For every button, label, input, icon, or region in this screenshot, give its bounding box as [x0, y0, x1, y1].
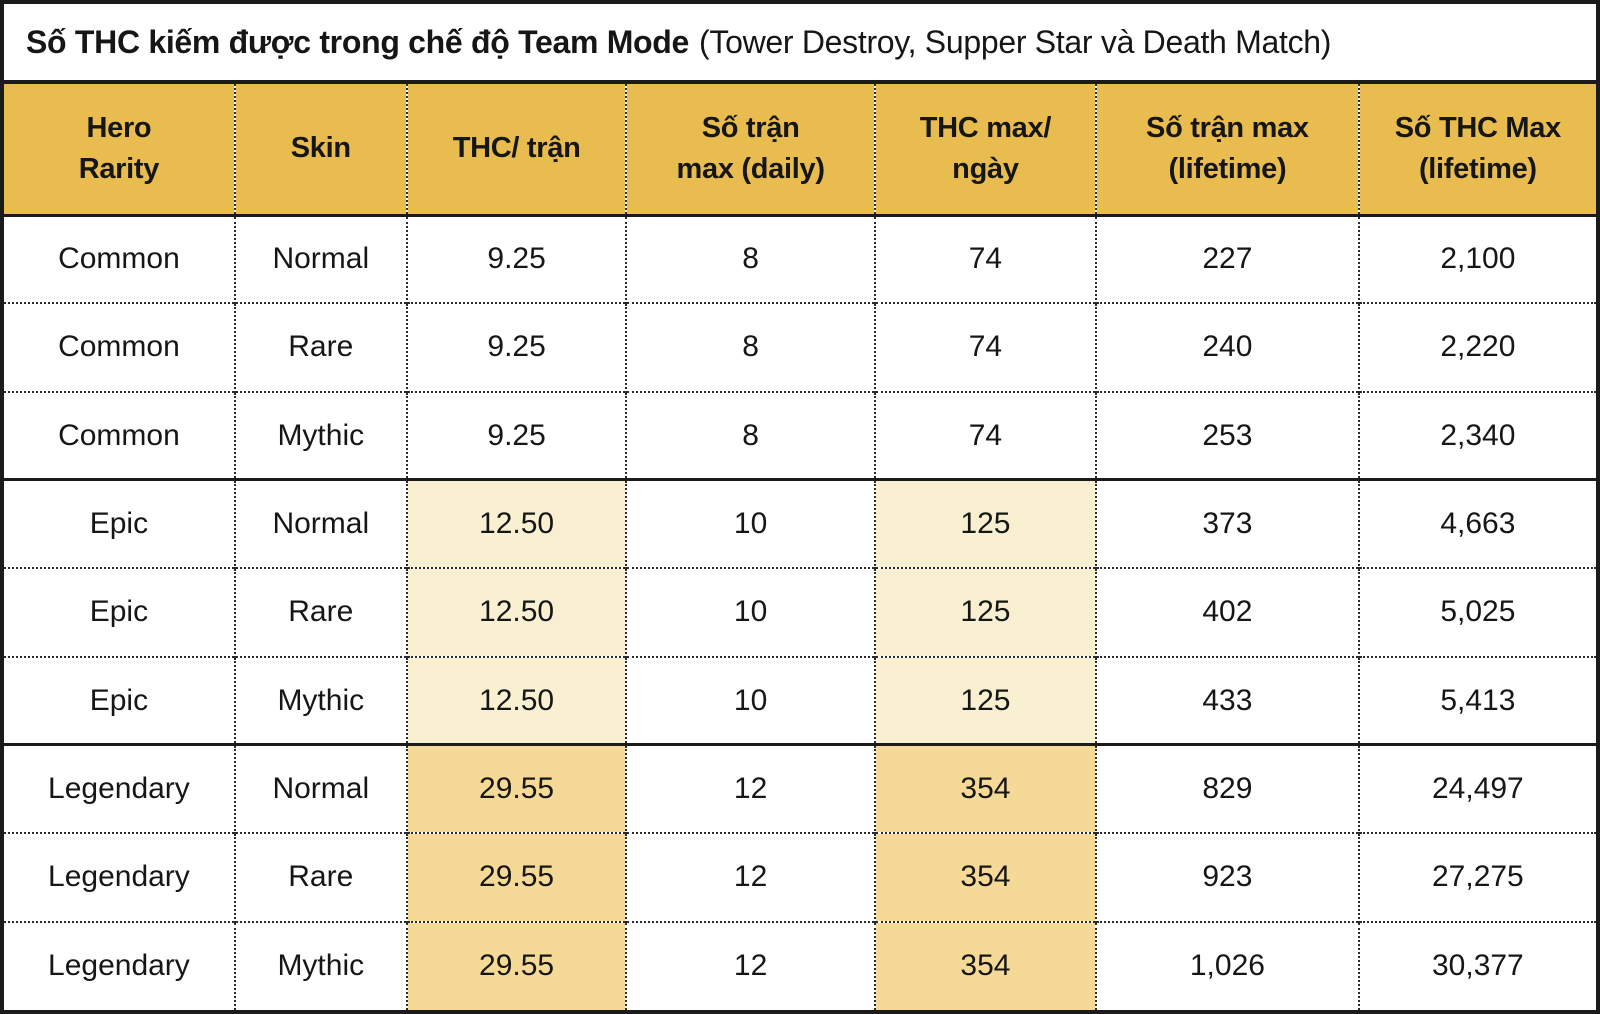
- cell-thc-max-daily: 74: [873, 215, 1097, 304]
- cell-skin: Mythic: [233, 655, 407, 745]
- cell-matches-max-daily: 12: [625, 743, 875, 834]
- cell-thc-per-match: 29.55: [405, 743, 627, 834]
- table-header: Hero Rarity Skin THC/ trận Số trận max (da…: [4, 84, 1596, 217]
- cell-matches-max-daily: 10: [625, 655, 875, 745]
- cell-thc-max-lifetime: 30,377: [1357, 920, 1596, 1010]
- table-row: Epic Normal 12.50 10 125 373 4,663: [4, 478, 1596, 569]
- cell-skin: Mythic: [233, 390, 407, 480]
- cell-thc-per-match: 12.50: [405, 478, 627, 569]
- cell-skin: Rare: [233, 302, 407, 392]
- cell-thc-max-lifetime: 2,100: [1357, 215, 1596, 304]
- table-row: Legendary Normal 29.55 12 354 829 24,497: [4, 743, 1596, 834]
- cell-matches-max-daily: 10: [625, 567, 875, 657]
- cell-hero-rarity: Epic: [4, 655, 235, 745]
- cell-skin: Normal: [233, 743, 407, 834]
- cell-thc-max-lifetime: 4,663: [1357, 478, 1596, 569]
- cell-matches-max-lifetime: 373: [1095, 478, 1359, 569]
- cell-matches-max-daily: 8: [625, 215, 875, 304]
- data-table: Hero Rarity Skin THC/ trận Số trận max (da…: [4, 84, 1596, 1010]
- cell-hero-rarity: Common: [4, 215, 235, 304]
- cell-thc-per-match: 9.25: [405, 390, 627, 480]
- cell-matches-max-lifetime: 402: [1095, 567, 1359, 657]
- cell-thc-max-lifetime: 24,497: [1357, 743, 1596, 834]
- table-title-sub: (Tower Destroy, Supper Star và Death Mat…: [699, 23, 1332, 60]
- cell-thc-max-daily: 74: [873, 302, 1097, 392]
- column-header-thc-per-match: THC/ trận: [405, 84, 627, 217]
- cell-hero-rarity: Common: [4, 390, 235, 480]
- cell-hero-rarity: Epic: [4, 567, 235, 657]
- cell-matches-max-lifetime: 253: [1095, 390, 1359, 480]
- cell-matches-max-daily: 8: [625, 302, 875, 392]
- table-title: Số THC kiếm được trong chế độ Team Mode …: [4, 4, 1596, 84]
- cell-skin: Mythic: [233, 920, 407, 1010]
- table-row: Common Rare 9.25 8 74 240 2,220: [4, 302, 1596, 392]
- header-row: Hero Rarity Skin THC/ trận Số trận max (da…: [4, 84, 1596, 217]
- cell-matches-max-lifetime: 433: [1095, 655, 1359, 745]
- cell-thc-max-daily: 125: [873, 655, 1097, 745]
- column-header-thc-max-lifetime: Số THC Max (lifetime): [1357, 84, 1596, 217]
- cell-thc-max-lifetime: 27,275: [1357, 832, 1596, 922]
- cell-matches-max-daily: 12: [625, 920, 875, 1010]
- cell-hero-rarity: Legendary: [4, 920, 235, 1010]
- cell-thc-per-match: 9.25: [405, 302, 627, 392]
- cell-matches-max-lifetime: 923: [1095, 832, 1359, 922]
- cell-thc-max-daily: 354: [873, 832, 1097, 922]
- cell-thc-per-match: 12.50: [405, 567, 627, 657]
- table-row: Epic Mythic 12.50 10 125 433 5,413: [4, 655, 1596, 745]
- cell-skin: Rare: [233, 832, 407, 922]
- table-body: Common Normal 9.25 8 74 227 2,100 Common…: [4, 215, 1596, 1010]
- cell-thc-max-daily: 125: [873, 478, 1097, 569]
- cell-matches-max-lifetime: 240: [1095, 302, 1359, 392]
- column-header-thc-max-daily: THC max/ngày: [873, 84, 1097, 217]
- column-header-matches-max-lifetime: Số trận max (lifetime): [1095, 84, 1359, 217]
- cell-thc-max-lifetime: 5,025: [1357, 567, 1596, 657]
- cell-hero-rarity: Epic: [4, 478, 235, 569]
- cell-thc-max-lifetime: 5,413: [1357, 655, 1596, 745]
- cell-hero-rarity: Legendary: [4, 832, 235, 922]
- table-row: Common Mythic 9.25 8 74 253 2,340: [4, 390, 1596, 480]
- cell-thc-per-match: 29.55: [405, 832, 627, 922]
- cell-thc-per-match: 12.50: [405, 655, 627, 745]
- column-header-matches-max-daily: Số trận max (daily): [625, 84, 875, 217]
- cell-skin: Rare: [233, 567, 407, 657]
- cell-thc-max-daily: 125: [873, 567, 1097, 657]
- cell-hero-rarity: Common: [4, 302, 235, 392]
- table-row: Common Normal 9.25 8 74 227 2,100: [4, 215, 1596, 304]
- cell-thc-max-lifetime: 2,220: [1357, 302, 1596, 392]
- cell-matches-max-lifetime: 1,026: [1095, 920, 1359, 1010]
- table-title-main: Số THC kiếm được trong chế độ Team Mode: [26, 23, 690, 60]
- table-row: Legendary Rare 29.55 12 354 923 27,275: [4, 832, 1596, 922]
- cell-thc-max-lifetime: 2,340: [1357, 390, 1596, 480]
- table-row: Epic Rare 12.50 10 125 402 5,025: [4, 567, 1596, 657]
- table-row: Legendary Mythic 29.55 12 354 1,026 30,3…: [4, 920, 1596, 1010]
- cell-thc-max-daily: 74: [873, 390, 1097, 480]
- column-header-skin: Skin: [233, 84, 407, 217]
- cell-thc-max-daily: 354: [873, 920, 1097, 1010]
- cell-matches-max-daily: 10: [625, 478, 875, 569]
- cell-matches-max-daily: 8: [625, 390, 875, 480]
- column-header-hero-rarity: Hero Rarity: [4, 84, 235, 217]
- cell-matches-max-lifetime: 227: [1095, 215, 1359, 304]
- cell-matches-max-lifetime: 829: [1095, 743, 1359, 834]
- cell-skin: Normal: [233, 478, 407, 569]
- cell-skin: Normal: [233, 215, 407, 304]
- cell-hero-rarity: Legendary: [4, 743, 235, 834]
- cell-thc-max-daily: 354: [873, 743, 1097, 834]
- cell-thc-per-match: 9.25: [405, 215, 627, 304]
- cell-thc-per-match: 29.55: [405, 920, 627, 1010]
- cell-matches-max-daily: 12: [625, 832, 875, 922]
